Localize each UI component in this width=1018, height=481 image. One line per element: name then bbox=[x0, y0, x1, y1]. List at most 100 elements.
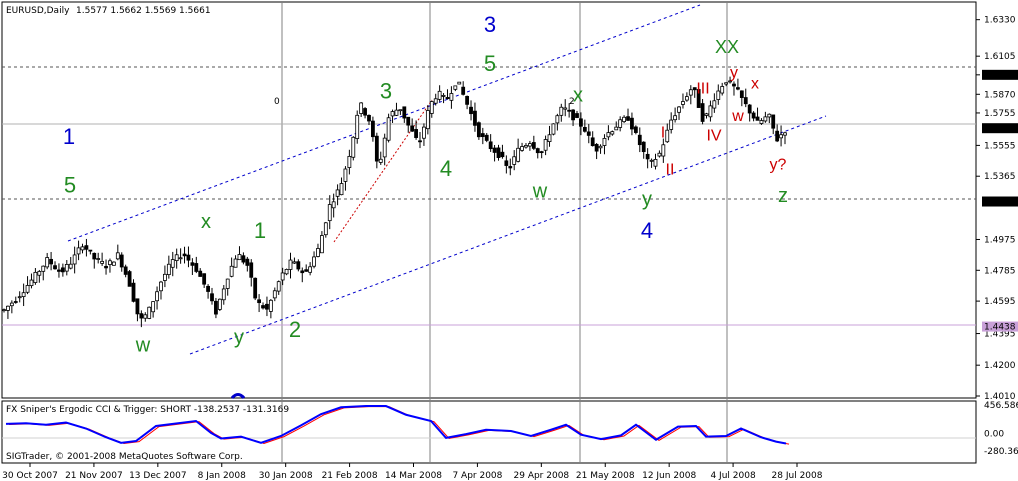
candle-body bbox=[425, 110, 430, 130]
candle-body bbox=[276, 281, 281, 292]
candle-body bbox=[390, 111, 395, 117]
copyright-text: SIGTrader, © 2001-2008 MetaQuotes Softwa… bbox=[6, 452, 243, 462]
candle-body bbox=[147, 306, 152, 319]
price-highlight-label: 1.4438 bbox=[984, 323, 1016, 333]
candle-body bbox=[469, 106, 473, 115]
price-tick-label: 1.5365 bbox=[984, 172, 1016, 182]
x-tick-label: 21 Nov 2007 bbox=[65, 471, 123, 481]
x-tick-label: 21 May 2008 bbox=[576, 471, 635, 481]
candle-body bbox=[88, 249, 93, 252]
candle-body bbox=[449, 93, 454, 101]
x-tick-label: 7 Apr 2008 bbox=[452, 471, 502, 481]
indicator-tick-label: -280.365 bbox=[984, 447, 1018, 457]
candle-body bbox=[441, 95, 446, 97]
candle-body bbox=[688, 89, 693, 96]
candle-body bbox=[9, 302, 14, 307]
candle-body bbox=[594, 143, 599, 152]
candle-body bbox=[100, 260, 105, 264]
candle-body bbox=[406, 116, 411, 126]
candle-body bbox=[755, 116, 760, 121]
candle-body bbox=[555, 115, 560, 124]
candle-body bbox=[637, 134, 642, 146]
candle-body bbox=[119, 254, 124, 268]
main-chart-frame bbox=[1, 1, 977, 399]
wave-label: 1 bbox=[254, 218, 266, 243]
candle-body bbox=[245, 258, 250, 266]
candle-body bbox=[681, 101, 685, 105]
candle-body bbox=[182, 253, 187, 257]
candle-body bbox=[649, 159, 654, 162]
candle-body bbox=[288, 259, 293, 270]
wave-label: x bbox=[573, 85, 583, 107]
candle-body bbox=[422, 126, 426, 139]
candle-body bbox=[418, 140, 422, 143]
candle-body bbox=[221, 288, 226, 301]
candle-body bbox=[339, 183, 344, 196]
candle-body bbox=[539, 151, 544, 154]
candle-body bbox=[37, 271, 42, 276]
wave-label: 1 bbox=[63, 124, 75, 149]
x-tick-label: 4 Jul 2008 bbox=[710, 471, 755, 481]
candle-body bbox=[135, 298, 140, 315]
wave-label: III bbox=[696, 80, 709, 97]
candle-body bbox=[708, 105, 713, 118]
candle-body bbox=[378, 158, 383, 163]
candle-body bbox=[559, 106, 564, 116]
candle-body bbox=[257, 299, 262, 304]
x-tick-label: 8 Jan 2008 bbox=[198, 471, 246, 481]
price-tick-label: 1.5755 bbox=[984, 109, 1016, 119]
candle-body bbox=[41, 265, 46, 272]
candle-body bbox=[382, 137, 387, 158]
candle-body bbox=[414, 129, 418, 138]
candle-body bbox=[579, 118, 583, 127]
wave-label: 5 bbox=[64, 172, 76, 197]
candle-body bbox=[229, 265, 234, 277]
candle-body bbox=[53, 265, 57, 270]
candle-body bbox=[343, 168, 348, 182]
candle-body bbox=[598, 145, 603, 149]
candle-body bbox=[312, 256, 316, 267]
candle-body bbox=[202, 273, 207, 285]
candle-body bbox=[626, 116, 630, 121]
candle-body bbox=[480, 133, 485, 138]
candle-body bbox=[575, 113, 579, 118]
candle-body bbox=[775, 130, 780, 142]
candle-body bbox=[665, 129, 670, 143]
candle-body bbox=[76, 247, 81, 255]
lower-channel-line bbox=[189, 115, 827, 355]
candle-body bbox=[174, 254, 179, 262]
price-highlight-box bbox=[982, 196, 1018, 207]
candle-body bbox=[516, 147, 521, 162]
candle-body bbox=[96, 258, 101, 260]
wave-label: 2 bbox=[289, 317, 301, 342]
trend-red-line bbox=[333, 99, 433, 243]
candle-body bbox=[316, 248, 320, 257]
candle-body bbox=[657, 152, 662, 157]
candle-body bbox=[84, 245, 89, 250]
price-tick-label: 1.6105 bbox=[984, 52, 1016, 62]
wave-label: IV bbox=[706, 128, 721, 145]
candle-body bbox=[677, 106, 681, 113]
partial-circle-marker bbox=[230, 393, 246, 400]
x-tick-label: 21 Feb 2008 bbox=[322, 471, 378, 481]
x-tick-label: 28 Jul 2008 bbox=[772, 471, 823, 481]
candle-body bbox=[700, 103, 705, 122]
candle-body bbox=[25, 285, 30, 293]
candle-body bbox=[194, 263, 199, 272]
candle-body bbox=[563, 107, 568, 110]
candle-body bbox=[547, 134, 552, 143]
indicator-frame bbox=[1, 400, 977, 464]
candle-body bbox=[186, 254, 191, 261]
candle-body bbox=[610, 131, 615, 135]
candle-body bbox=[488, 141, 493, 150]
wave-label: x bbox=[201, 211, 211, 233]
candle-body bbox=[327, 204, 332, 222]
candle-body bbox=[374, 135, 379, 162]
wave-label: y bbox=[642, 188, 652, 210]
candle-body bbox=[272, 290, 277, 299]
price-tick-label: 1.4975 bbox=[984, 235, 1016, 245]
ohlc-header: 1.5577 1.5662 1.5569 1.5661 bbox=[76, 6, 211, 16]
candle-body bbox=[284, 269, 289, 275]
candle-body bbox=[217, 298, 222, 310]
